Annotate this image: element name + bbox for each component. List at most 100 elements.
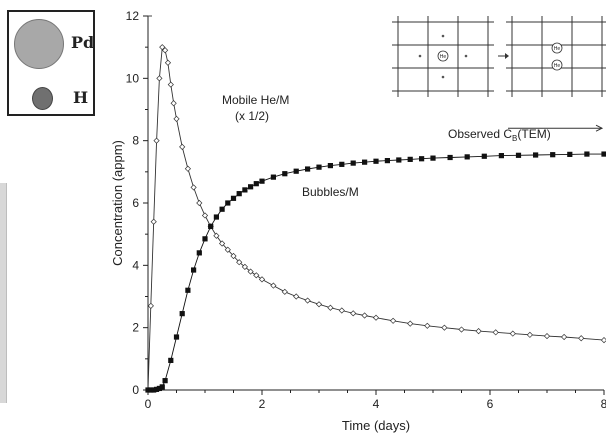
data-point: [156, 75, 163, 82]
data-point: [224, 246, 231, 253]
data-point: [339, 161, 345, 167]
scale-factor-annotation: (x 1/2): [235, 109, 269, 123]
data-point: [327, 304, 334, 311]
data-point: [350, 310, 357, 317]
y-tick-label: 2: [132, 321, 139, 335]
data-point: [475, 328, 482, 335]
data-point: [156, 385, 162, 392]
x-tick-label: 4: [373, 397, 380, 411]
data-point: [578, 335, 585, 342]
data-point: [151, 387, 157, 393]
observed-prefix: Observed C: [448, 127, 512, 141]
atom-legend: Pd H: [7, 10, 95, 116]
observed-cb-annotation: Observed CB(TEM): [448, 127, 551, 143]
data-point: [270, 174, 276, 180]
data-point: [407, 156, 413, 162]
data-point: [305, 166, 311, 172]
data-point: [219, 240, 226, 247]
data-point: [236, 191, 242, 197]
series-layer: [144, 44, 606, 394]
y-ticks: 0 2 4 6 8 10 12: [126, 9, 148, 397]
axes: 0 2 4 6 8 0 2 4 6 8 10 12: [126, 9, 606, 411]
data-point: [258, 276, 266, 283]
he-atom-marker: [437, 50, 449, 62]
lattice-before: He: [392, 16, 494, 97]
data-point: [159, 384, 165, 390]
data-point: [202, 236, 208, 242]
data-point: [153, 386, 160, 392]
data-point: [373, 158, 379, 164]
interstitial-site: [418, 54, 422, 58]
pd-atom-icon: [14, 19, 64, 69]
y-axis-label: Concentration (appm): [110, 140, 125, 266]
mobile-he-annotation: Mobile He/M: [222, 93, 289, 107]
data-point: [270, 282, 277, 289]
data-point: [304, 297, 311, 304]
data-point: [526, 331, 533, 338]
bubbles-annotation: Bubbles/M: [302, 185, 359, 199]
observed-suffix: (TEM): [517, 127, 550, 141]
data-point: [196, 199, 203, 207]
observed-arrow-head: [595, 124, 604, 132]
data-point: [293, 168, 299, 174]
side-panel-edge: [0, 183, 7, 403]
data-point: [230, 195, 237, 201]
data-point: [253, 181, 259, 187]
data-point: [282, 171, 288, 177]
interstitial-site: [441, 34, 445, 38]
data-point: [361, 312, 368, 319]
data-point: [533, 152, 539, 158]
data-point: [147, 302, 154, 309]
data-point: [281, 288, 288, 295]
data-point: [230, 252, 237, 260]
x-tick-label: 0: [145, 397, 152, 411]
interstitial-site: [441, 75, 445, 79]
data-point: [567, 151, 573, 157]
x-tick-label: 8: [601, 397, 606, 411]
series-mobile-he: [144, 44, 606, 394]
data-point: [419, 156, 425, 162]
data-point: [515, 152, 522, 158]
he-atom-label: He: [440, 54, 447, 60]
y-tick-label: 8: [132, 134, 139, 148]
data-point: [338, 307, 345, 314]
interstitial-site: [464, 54, 468, 58]
data-point: [350, 160, 356, 166]
y-tick-label: 0: [132, 383, 139, 397]
data-point: [430, 155, 436, 161]
x-ticks: 0 2 4 6 8: [145, 390, 606, 411]
data-point: [584, 151, 590, 157]
data-point: [315, 301, 323, 308]
data-point: [481, 153, 487, 159]
data-point: [600, 337, 606, 344]
data-point: [168, 357, 174, 363]
he-atom-marker: [551, 59, 563, 71]
he-atom-label: He: [554, 46, 561, 52]
annotations: Mobile He/M (x 1/2) Bubbles/M Observed C…: [222, 93, 604, 199]
data-point: [170, 100, 177, 107]
lattice-inset: He He He: [392, 16, 606, 97]
h-legend-label: H: [73, 88, 89, 107]
data-point: [179, 143, 186, 150]
x-tick-label: 6: [487, 397, 494, 411]
data-point: [253, 272, 260, 279]
he-atom-marker: [551, 42, 563, 54]
y-tick-label: 12: [126, 9, 140, 23]
data-point: [173, 115, 180, 122]
data-point: [201, 212, 209, 219]
data-point: [601, 151, 606, 157]
y-tick-label: 10: [126, 71, 140, 85]
y-tick-label: 4: [132, 258, 139, 272]
data-point: [150, 218, 157, 225]
data-point: [543, 332, 551, 340]
data-point: [173, 334, 180, 340]
data-point: [424, 322, 431, 329]
pd-legend-label: Pd: [71, 33, 95, 52]
data-point: [185, 287, 191, 293]
observed-subscript: B: [512, 134, 517, 143]
series-bubbles: [145, 151, 606, 393]
data-point: [208, 223, 214, 229]
data-point: [213, 232, 220, 239]
data-point: [550, 152, 556, 158]
data-point: [498, 153, 504, 159]
